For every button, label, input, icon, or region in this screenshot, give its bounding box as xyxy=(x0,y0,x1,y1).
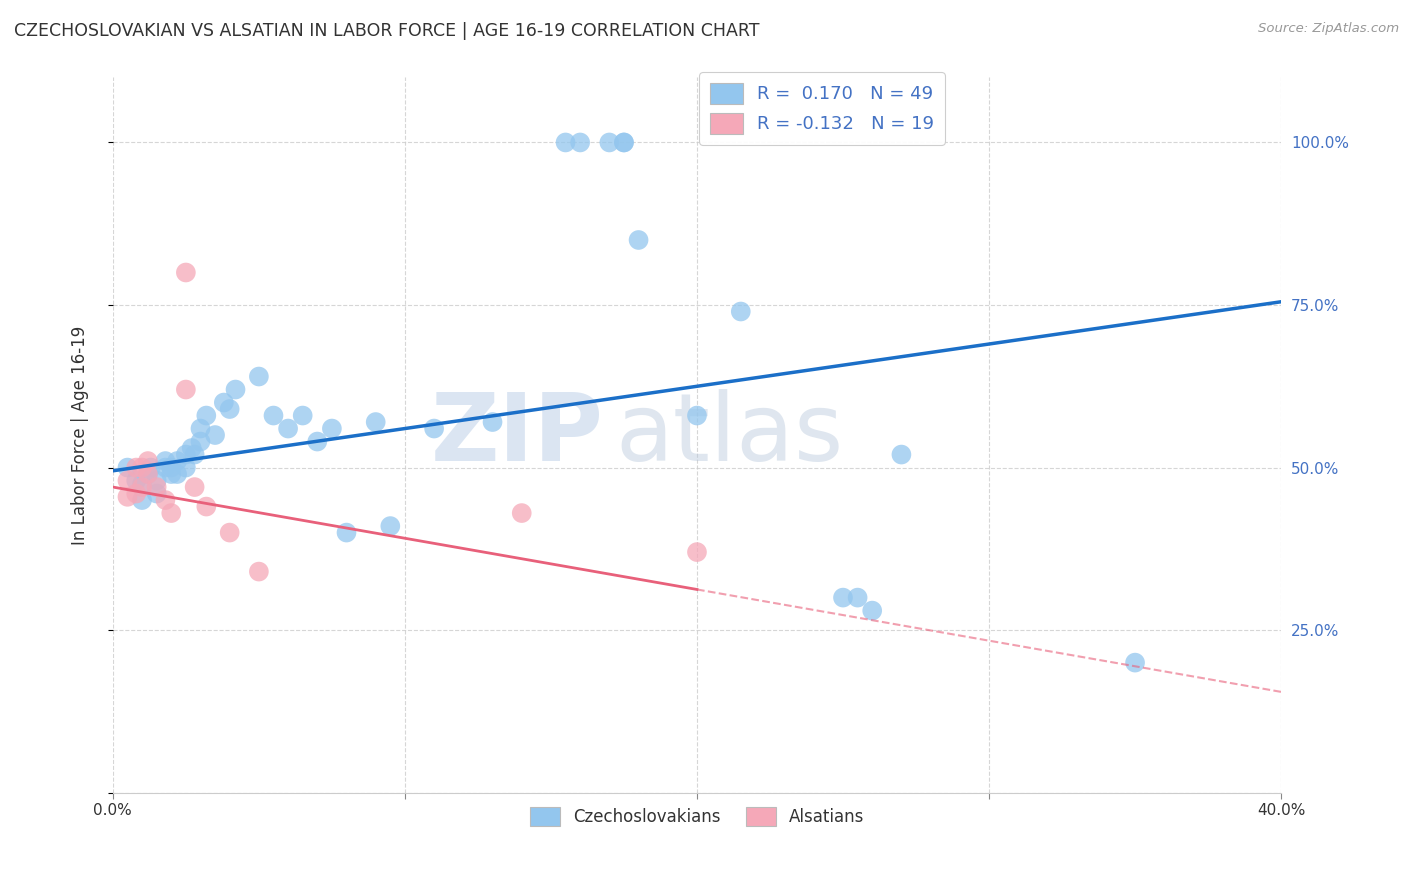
Point xyxy=(423,421,446,435)
Point xyxy=(598,136,620,150)
Point xyxy=(686,545,709,559)
Point xyxy=(190,421,212,435)
Point xyxy=(117,460,139,475)
Point xyxy=(291,409,314,423)
Point xyxy=(160,506,183,520)
Point xyxy=(613,136,636,150)
Point xyxy=(174,448,197,462)
Point xyxy=(180,441,202,455)
Point xyxy=(225,383,247,397)
Point xyxy=(218,525,240,540)
Point xyxy=(554,136,576,150)
Point xyxy=(613,136,636,150)
Point xyxy=(890,448,912,462)
Point xyxy=(364,415,387,429)
Point xyxy=(263,409,285,423)
Point xyxy=(832,591,855,605)
Point xyxy=(510,506,533,520)
Point xyxy=(166,454,188,468)
Point xyxy=(117,490,139,504)
Point xyxy=(174,265,197,279)
Point xyxy=(183,480,205,494)
Point xyxy=(145,480,167,494)
Point xyxy=(212,395,235,409)
Point xyxy=(131,476,153,491)
Point xyxy=(218,402,240,417)
Text: atlas: atlas xyxy=(616,389,844,481)
Text: ZIP: ZIP xyxy=(430,389,603,481)
Point xyxy=(139,460,162,475)
Point xyxy=(195,409,218,423)
Point xyxy=(136,467,159,481)
Point xyxy=(686,409,709,423)
Point xyxy=(145,474,167,488)
Point xyxy=(846,591,869,605)
Point xyxy=(136,454,159,468)
Point xyxy=(204,428,226,442)
Legend: Czechoslovakians, Alsatians: Czechoslovakians, Alsatians xyxy=(522,798,873,834)
Text: CZECHOSLOVAKIAN VS ALSATIAN IN LABOR FORCE | AGE 16-19 CORRELATION CHART: CZECHOSLOVAKIAN VS ALSATIAN IN LABOR FOR… xyxy=(14,22,759,40)
Point xyxy=(190,434,212,449)
Point xyxy=(145,486,167,500)
Point xyxy=(131,480,153,494)
Point xyxy=(277,421,299,435)
Point xyxy=(131,493,153,508)
Point xyxy=(195,500,218,514)
Point xyxy=(183,448,205,462)
Point xyxy=(155,454,177,468)
Point xyxy=(117,474,139,488)
Point xyxy=(125,460,148,475)
Point xyxy=(155,493,177,508)
Point xyxy=(125,474,148,488)
Point xyxy=(160,467,183,481)
Point xyxy=(125,486,148,500)
Point xyxy=(131,460,153,475)
Point xyxy=(380,519,402,533)
Point xyxy=(160,460,183,475)
Point xyxy=(321,421,343,435)
Point xyxy=(166,467,188,481)
Point xyxy=(307,434,329,449)
Point xyxy=(174,460,197,475)
Point xyxy=(335,525,357,540)
Point xyxy=(155,460,177,475)
Text: Source: ZipAtlas.com: Source: ZipAtlas.com xyxy=(1258,22,1399,36)
Y-axis label: In Labor Force | Age 16-19: In Labor Force | Age 16-19 xyxy=(72,326,89,545)
Point xyxy=(627,233,650,247)
Point xyxy=(247,565,270,579)
Point xyxy=(174,383,197,397)
Point xyxy=(136,467,159,481)
Point xyxy=(569,136,592,150)
Point xyxy=(481,415,503,429)
Point xyxy=(1123,656,1146,670)
Point xyxy=(730,304,752,318)
Point xyxy=(860,604,883,618)
Point xyxy=(247,369,270,384)
